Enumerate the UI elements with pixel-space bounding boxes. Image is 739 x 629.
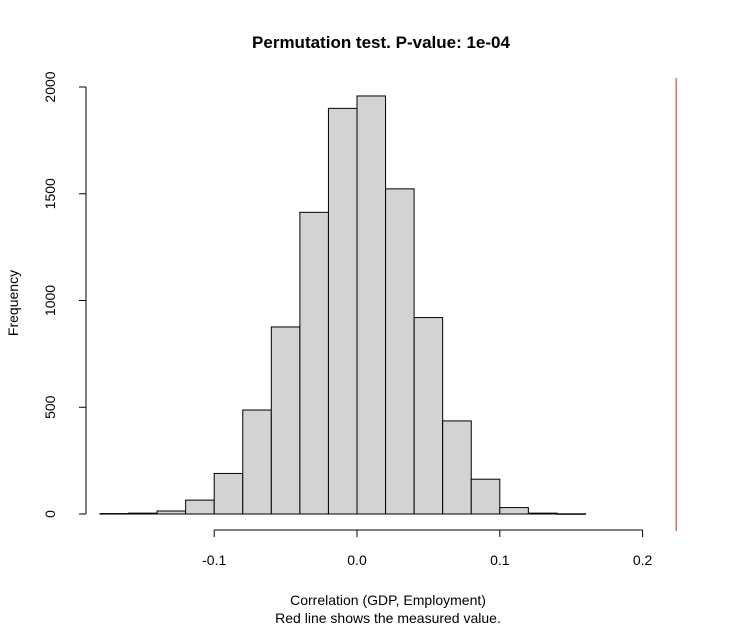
histogram-bars — [99, 95, 586, 515]
histogram-bar-1 — [128, 512, 158, 515]
x-tick-label: 0.2 — [633, 552, 653, 568]
histogram-bar-14 — [499, 507, 529, 515]
y-tick-label: 2000 — [42, 71, 58, 102]
x-tick-label: 0.0 — [347, 552, 367, 568]
x-axis-label: Correlation (GDP, Employment) — [290, 592, 486, 608]
histogram-bar-13 — [470, 478, 501, 515]
histogram-bar-15 — [527, 512, 558, 515]
x-axis: -0.1 0.0 0.1 0.2 — [202, 529, 653, 568]
x-axis-note: Red line shows the measured value. — [275, 610, 501, 626]
histogram-bar-3 — [185, 499, 215, 515]
histogram-bar-12 — [442, 420, 472, 515]
y-axis: 0 500 1000 1500 2000 — [42, 71, 87, 518]
histogram-bar-5 — [242, 409, 272, 515]
histogram-bar-8 — [327, 107, 358, 515]
y-axis-label: Frequency — [5, 270, 21, 336]
y-tick-label: 500 — [42, 395, 58, 419]
histogram-bar-9 — [356, 95, 387, 515]
x-tick-label: -0.1 — [202, 552, 226, 568]
histogram-bar-10 — [385, 188, 415, 515]
histogram-bar-4 — [213, 472, 244, 515]
histogram-bar-7 — [299, 211, 329, 515]
histogram-bar-16 — [556, 513, 586, 515]
histogram-bar-11 — [413, 317, 444, 515]
histogram-bar-0 — [99, 513, 130, 515]
histogram-bar-6 — [270, 326, 301, 515]
y-tick-label: 0 — [42, 510, 58, 518]
y-tick-label: 1000 — [42, 285, 58, 316]
histogram-bar-2 — [156, 510, 187, 515]
x-tick-label: 0.1 — [490, 552, 510, 568]
y-tick-label: 1500 — [42, 178, 58, 209]
chart-title: Permutation test. P-value: 1e-04 — [252, 33, 510, 52]
